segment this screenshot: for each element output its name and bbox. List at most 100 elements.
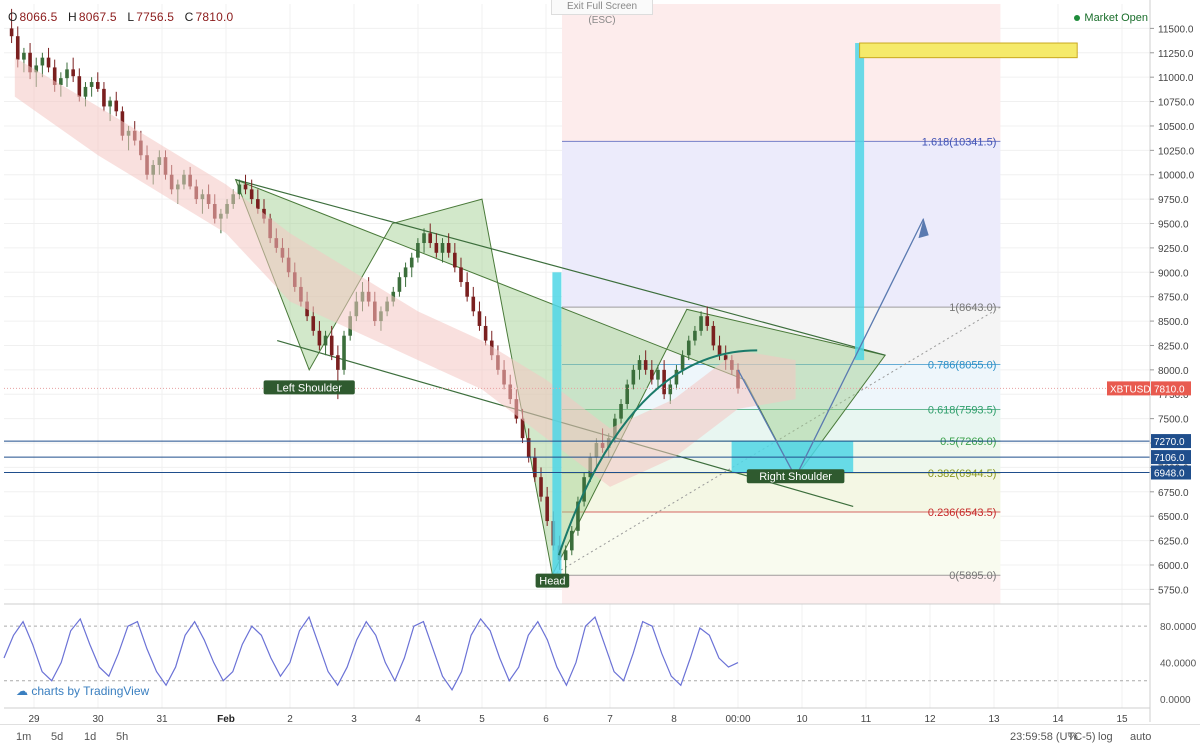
candle-body [680,355,685,370]
candle-body [65,69,69,79]
level-tag-box [1151,434,1191,449]
fib-zone-top [562,4,1001,142]
time-tick-label: 14 [1052,714,1064,725]
timeframe-1d[interactable]: 1d [84,731,97,743]
time-tick-label: 30 [92,714,104,725]
pattern-label-box [535,573,570,588]
price-tick-label: 6250.0 [1158,537,1189,548]
fib-level-label: 0.786(8055.0) [928,359,997,371]
price-tick-label: 6750.0 [1158,488,1189,499]
ohlc-high-label: H [68,10,77,24]
ohlc-close-label: C [184,10,194,24]
fib-level-label: 0.5(7269.0) [940,436,996,448]
percent-scale-button[interactable]: % [1068,731,1078,743]
time-tick-label: 00:00 [725,714,750,725]
fib-zone [562,511,1001,576]
rounding-curve [557,349,758,556]
projection-arrowhead [918,218,929,239]
pattern-label: Head [539,576,565,588]
candle-body [329,335,334,356]
candle-body [625,384,629,404]
candle-body [477,311,482,326]
price-tick-label: 11000.0 [1158,73,1194,84]
time-tick-label: 31 [156,714,168,725]
candle-body [108,100,112,107]
time-tick-label: 3 [351,714,357,725]
candle-body [483,325,488,341]
candle-body [89,82,94,87]
candle-body [397,277,402,292]
candle-body [22,52,26,60]
candle-body [15,36,20,60]
auto-scale-button[interactable]: auto [1130,731,1152,743]
candle-body [323,335,328,346]
candle-body [40,57,45,66]
ohlc-low-value: 7756.5 [136,10,175,24]
price-tick-label: 5750.0 [1158,585,1189,596]
candle-body [446,243,451,253]
fib-level-label: 1(8643.0) [949,302,996,314]
candle-body [471,296,476,312]
candle-body [539,477,543,497]
candle-body [102,88,106,107]
candle-body [342,335,346,370]
level-tag: 7106.0 [1154,453,1185,464]
candle-body [422,233,426,244]
price-tick-label: 10750.0 [1158,98,1195,109]
candle-body [34,65,39,73]
pattern-label: Left Shoulder [276,382,342,394]
candle-body [711,325,716,346]
exit-fullscreen-button[interactable]: Exit Full Screen (ESC) [551,0,653,26]
ohlc-close-value: 7810.0 [195,10,234,24]
price-tick-label: 9000.0 [1158,268,1189,279]
candle-body [637,360,642,370]
target-zone [859,42,1078,59]
candle-body [576,501,580,531]
market-status: Market Open [1074,12,1148,24]
price-tick-label: 8000.0 [1158,366,1189,377]
level-tag-box [1151,465,1191,480]
fib-level-label: 0.618(7593.5) [928,405,997,417]
candle-body [28,52,32,73]
price-tick-label: 6500.0 [1158,512,1189,523]
fib-zone-bottom [562,575,1001,604]
tradingview-watermark[interactable]: ☁ charts by TradingView [16,684,149,698]
candle-body [533,457,537,478]
candle-body [656,369,660,380]
candle-body [569,530,574,551]
candle-body [237,184,242,195]
candle-body [459,267,463,283]
time-tick-label: 13 [988,714,1000,725]
tradingview-logo-icon: ☁ [16,684,28,698]
candle-body [440,243,445,253]
bottom-toolbar: 1m 5d 1d 5h 23:59:58 (UTC-5) % log auto [0,724,1200,751]
candle-body [256,199,260,209]
price-tick-label: 8250.0 [1158,341,1189,352]
candle-body [668,384,673,395]
log-scale-button[interactable]: log [1098,731,1113,743]
candle-body [95,82,100,89]
candle-body [545,496,549,522]
oscillator-tick-label: 0.0000 [1160,695,1191,706]
level-tag-box [1151,450,1191,465]
ohlc-open-value: 8066.5 [19,10,58,24]
price-tick-label: 9750.0 [1158,195,1189,206]
timeframe-5d[interactable]: 5d [51,731,64,743]
price-tick-label: 11250.0 [1158,49,1194,60]
candle-body [409,257,414,268]
price-tick-label: 7750.0 [1158,390,1189,401]
timeframe-5h[interactable]: 5h [116,731,129,743]
candle-body [311,316,316,331]
fib-level-label: 0(5895.0) [949,570,996,582]
last-price-tag: 7810.0 [1154,384,1185,395]
fib-zone [562,307,1001,365]
price-tick-label: 10250.0 [1158,146,1195,157]
ohlc-readout: O 8066.5 H 8067.5 L 7756.5 C 7810.0 [8,10,240,24]
market-status-label: Market Open [1084,12,1148,24]
price-tick-label: 10000.0 [1158,171,1195,182]
timeframe-1m[interactable]: 1m [16,731,32,743]
ohlc-low-label: L [127,10,135,24]
symbol-tag-box [1107,381,1150,396]
time-tick-label: 8 [671,714,677,725]
time-tick-label: 12 [924,714,936,725]
